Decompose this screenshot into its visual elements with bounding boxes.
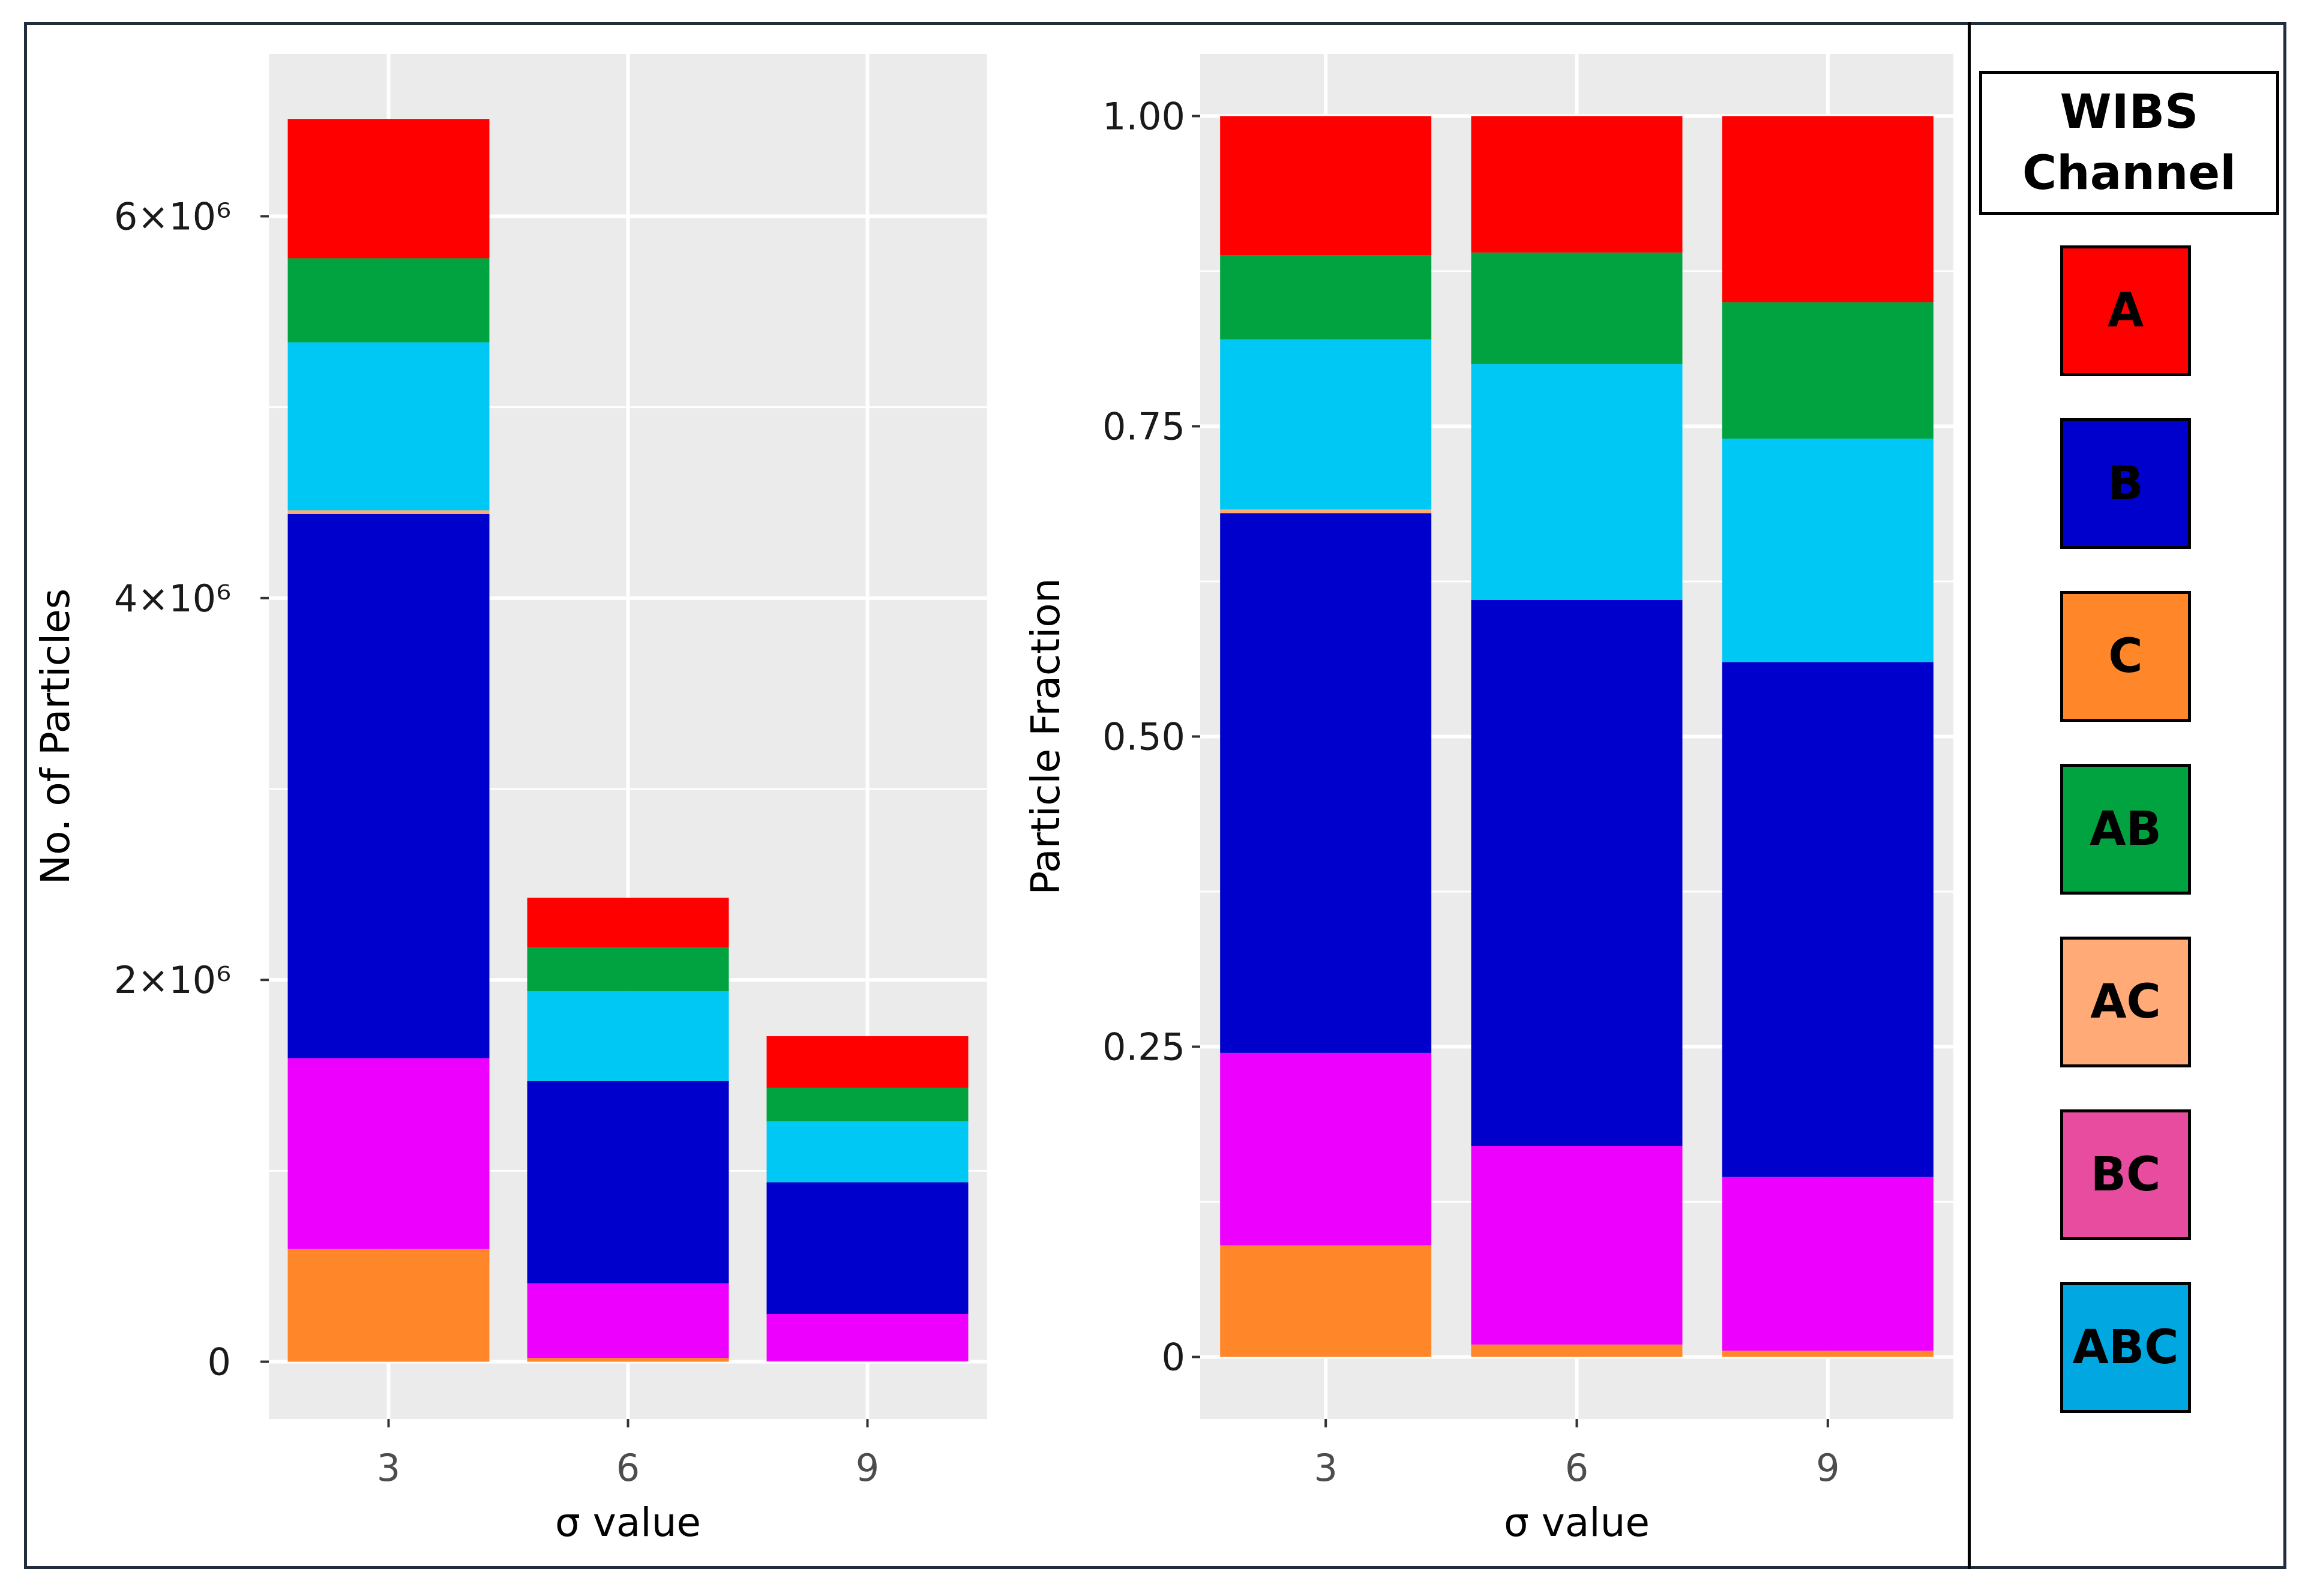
left-bar-9-bc <box>766 1314 969 1361</box>
left-bar-3-ac <box>287 510 490 514</box>
left-bar-3-c <box>287 1249 490 1362</box>
right-bar-6-b <box>1471 600 1683 1146</box>
left-bar-9-abc <box>766 1121 969 1183</box>
left-bar-3-abc <box>287 342 490 511</box>
left-bar-9-ab <box>766 1087 969 1121</box>
left-bar-6-b <box>527 1081 729 1284</box>
left-bar-6-c <box>527 1358 729 1362</box>
left-x-axis-title: σ value <box>555 1499 701 1546</box>
right-bar-9-ab <box>1722 302 1934 439</box>
right-xtick-label: 9 <box>1816 1446 1839 1490</box>
legend-divider <box>1968 22 1971 1569</box>
left-bar-6-bc <box>527 1283 729 1358</box>
legend-key-ac: AC <box>2060 937 2191 1067</box>
right-x-axis-title: σ value <box>1504 1499 1650 1546</box>
left-bar-6-ab <box>527 947 729 992</box>
legend-key-c: C <box>2060 591 2191 722</box>
right-bar-3-a <box>1220 116 1432 256</box>
right-bar-6-ab <box>1471 252 1683 365</box>
right-ytick-label: 0.75 <box>1102 404 1185 448</box>
right-ytick-label: 0 <box>1162 1336 1185 1379</box>
left-bar-6-abc <box>527 991 729 1081</box>
right-ytick-label: 0.50 <box>1102 715 1185 759</box>
right-bar-9-bc <box>1722 1177 1934 1351</box>
legend-title: WIBS Channel <box>1979 71 2279 215</box>
left-bar-3-ab <box>287 258 490 343</box>
right-bar-6-bc <box>1471 1146 1683 1345</box>
left-ytick-label: 6×10⁶ <box>114 194 231 238</box>
left-bar-6-a <box>527 898 729 948</box>
left-bar-3-bc <box>287 1058 490 1249</box>
left-xtick-label: 9 <box>856 1446 879 1490</box>
legend-key-bc: BC <box>2060 1109 2191 1240</box>
right-bar-6-abc <box>1471 364 1683 600</box>
left-bar-3-a <box>287 119 490 259</box>
right-bar-3-bc <box>1220 1052 1432 1246</box>
left-ytick-label: 2×10⁶ <box>114 958 231 1002</box>
legend-key-a: A <box>2060 245 2191 376</box>
right-bar-9-c <box>1722 1351 1934 1357</box>
left-bar-9-a <box>766 1036 969 1088</box>
right-y-axis-title: Particle Fraction <box>1023 578 1069 895</box>
right-bar-3-c <box>1220 1245 1432 1357</box>
right-xtick-label: 6 <box>1565 1446 1588 1490</box>
right-bar-3-ab <box>1220 255 1432 340</box>
left-bar-9-c <box>766 1360 969 1362</box>
left-bar-3-b <box>287 514 490 1058</box>
right-bar-6-c <box>1471 1344 1683 1357</box>
legend-key-abc: ABC <box>2060 1282 2191 1413</box>
legend-key-b: B <box>2060 418 2191 549</box>
legend-key-ab: AB <box>2060 764 2191 895</box>
right-bar-9-b <box>1722 662 1934 1177</box>
left-ytick-label: 0 <box>208 1340 231 1384</box>
right-bar-3-abc <box>1220 339 1432 510</box>
left-chart: 0 2×10⁶ 4×10⁶ 6×10⁶ 3 6 9 σ value No. of Particl… <box>32 54 987 1546</box>
right-xtick-label: 3 <box>1314 1446 1337 1490</box>
right-bar-6-a <box>1471 116 1683 253</box>
left-xtick-label: 6 <box>616 1446 640 1490</box>
left-bar-9-b <box>766 1182 969 1314</box>
left-y-axis-title: No. of Particles <box>32 589 79 884</box>
left-xtick-label: 3 <box>377 1446 400 1490</box>
right-bar-9-abc <box>1722 439 1934 662</box>
right-bar-9-a <box>1722 116 1934 302</box>
left-ytick-label: 4×10⁶ <box>114 577 231 620</box>
right-bar-3-b <box>1220 513 1432 1053</box>
right-ytick-label: 1.00 <box>1102 94 1185 138</box>
right-chart: 0 0.25 0.50 0.75 1.00 3 6 9 σ value Particle Frac… <box>1023 54 1953 1546</box>
right-bar-3-ac <box>1220 509 1432 514</box>
right-ytick-label: 0.25 <box>1102 1025 1185 1069</box>
